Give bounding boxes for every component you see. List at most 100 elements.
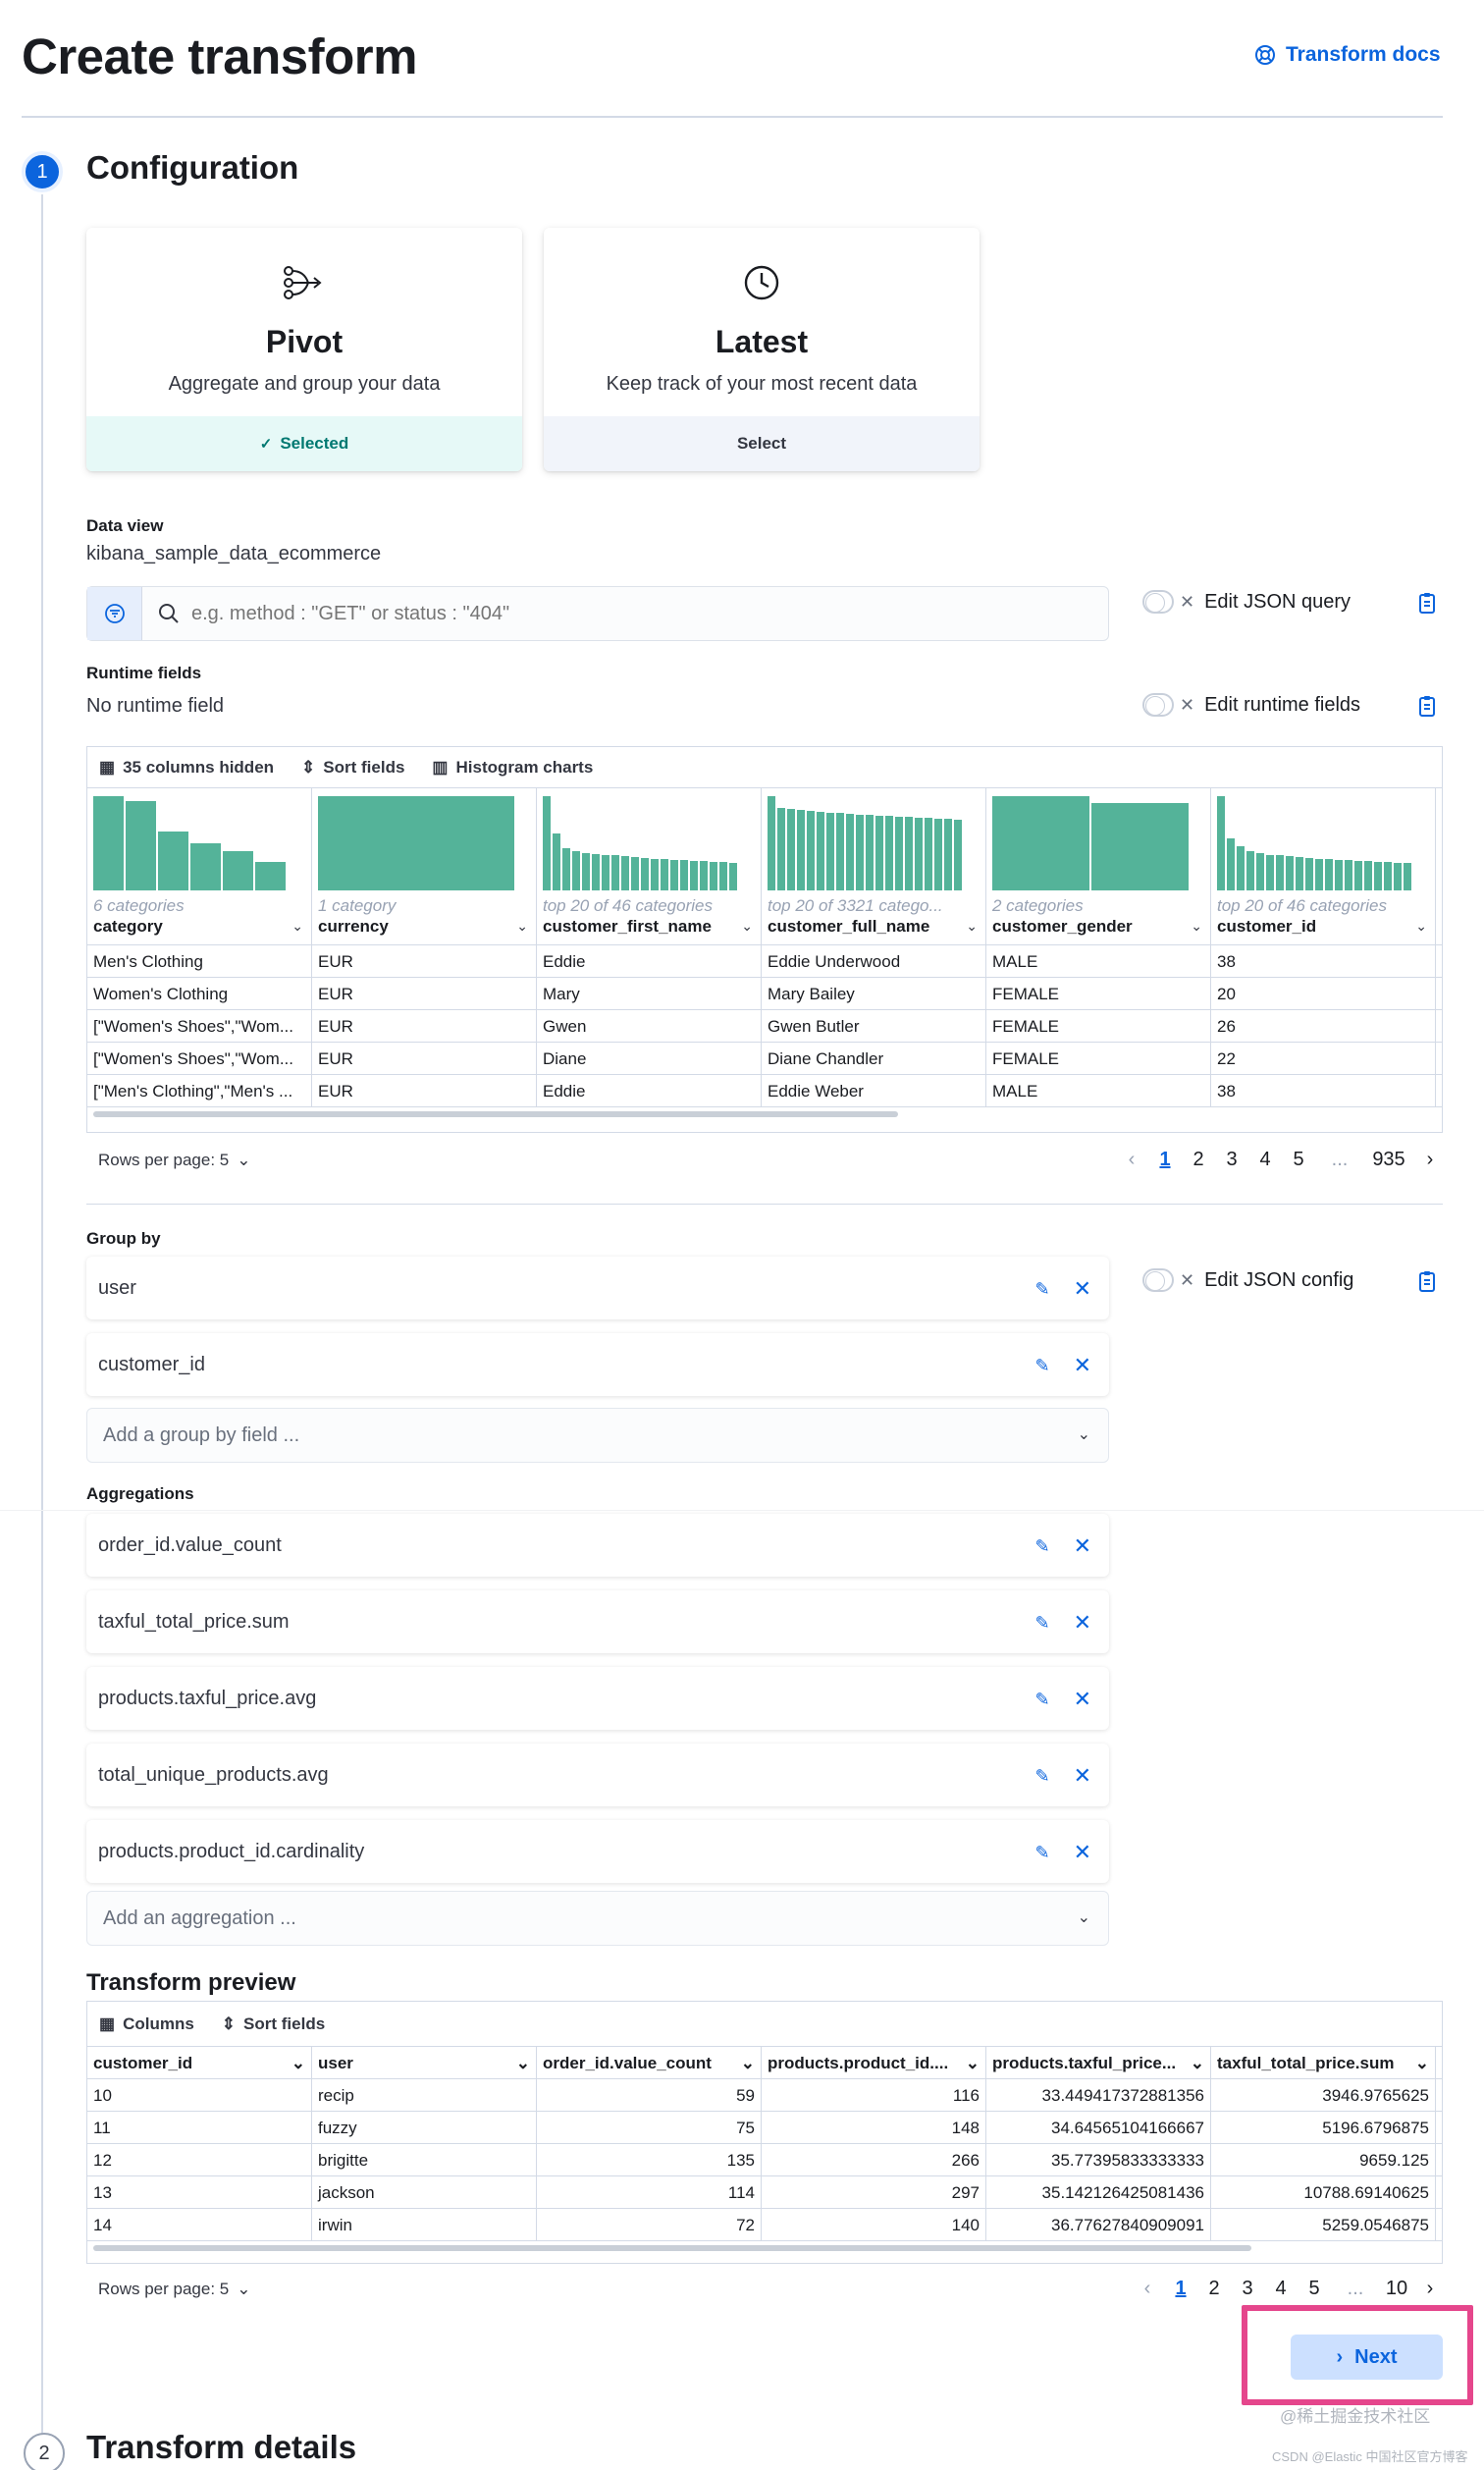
page-number[interactable]: 5 — [1293, 1149, 1304, 1170]
chevron-down-icon[interactable]: ⌄ — [516, 918, 528, 934]
chevron-down-icon[interactable]: ⌄ — [741, 918, 753, 934]
preview-rows-per-page-select[interactable]: Rows per page: 5 ⌄ — [98, 2280, 251, 2299]
preview-column-header[interactable]: products.taxful_price... ⌄ — [986, 2047, 1211, 2078]
chevron-down-icon[interactable]: ⌄ — [515, 2054, 530, 2072]
table-cell: 10788.69140625 — [1211, 2176, 1436, 2208]
page-number[interactable]: 935 — [1372, 1149, 1405, 1170]
prev-page-icon[interactable]: ‹ — [1143, 2278, 1151, 2299]
page-number[interactable]: 3 — [1226, 1149, 1238, 1170]
toggle-switch[interactable] — [1142, 1268, 1174, 1292]
chevron-down-icon[interactable]: ⌄ — [740, 2054, 755, 2072]
filter-menu-button[interactable] — [87, 587, 142, 640]
histogram-bar — [846, 814, 854, 890]
column-header-label: customer_id — [93, 2054, 193, 2072]
table-cell: 148 — [762, 2112, 986, 2143]
histogram-bar — [602, 855, 610, 890]
page-title: Create transform — [22, 28, 417, 84]
preview-column-header[interactable]: order_id.value_count ⌄ — [537, 2047, 762, 2078]
transform-docs-link[interactable]: Transform docs — [1254, 43, 1441, 67]
chevron-down-icon[interactable]: ⌄ — [1414, 2054, 1429, 2072]
pivot-selected-button[interactable]: ✓ Selected — [86, 416, 522, 471]
rows-per-page-label: Rows per page: 5 — [98, 1151, 230, 1169]
edit-json-config-switch[interactable]: ✕ Edit JSON config — [1142, 1268, 1353, 1292]
help-lifebuoy-icon — [1255, 45, 1275, 65]
edit-pencil-icon[interactable]: ✎ — [1034, 1842, 1050, 1862]
page-number[interactable]: 3 — [1242, 2278, 1253, 2299]
edit-pencil-icon[interactable]: ✎ — [1034, 1278, 1050, 1299]
page-number[interactable]: 4 — [1259, 1149, 1271, 1170]
copy-clipboard-icon[interactable] — [1417, 694, 1439, 718]
page-number[interactable]: 2 — [1208, 2278, 1220, 2299]
edit-pencil-icon[interactable]: ✎ — [1034, 1535, 1050, 1556]
add-group-by-combobox[interactable]: Add a group by field ... ⌄ — [86, 1408, 1109, 1463]
histogram-bar — [719, 862, 727, 890]
copy-clipboard-icon[interactable] — [1417, 1269, 1439, 1293]
remove-cross-icon[interactable]: ✕ — [1073, 1353, 1091, 1377]
horizontal-scrollbar[interactable] — [93, 2245, 1251, 2251]
page-number[interactable]: 1 — [1159, 1149, 1171, 1170]
add-aggregation-combobox[interactable]: Add an aggregation ... ⌄ — [86, 1891, 1109, 1946]
column-header-label[interactable]: currency — [318, 917, 389, 936]
remove-cross-icon[interactable]: ✕ — [1073, 1840, 1091, 1864]
next-button[interactable]: › Next — [1291, 2335, 1443, 2380]
preview-column-header[interactable]: customer_id ⌄ — [87, 2047, 312, 2078]
remove-cross-icon[interactable]: ✕ — [1073, 1276, 1091, 1301]
chevron-down-icon[interactable]: ⌄ — [291, 2054, 305, 2072]
horizontal-scrollbar[interactable] — [93, 1111, 898, 1117]
docs-link-label[interactable]: Transform docs — [1286, 43, 1441, 66]
query-input[interactable] — [191, 602, 1075, 625]
chevron-down-icon[interactable]: ⌄ — [1415, 918, 1427, 934]
table-cell: 20 — [1211, 978, 1436, 1009]
remove-cross-icon[interactable]: ✕ — [1073, 1687, 1091, 1711]
edit-json-query-switch[interactable]: ✕ Edit JSON query — [1142, 590, 1351, 614]
edit-pencil-icon[interactable]: ✎ — [1034, 1765, 1050, 1786]
next-page-icon[interactable]: › — [1426, 1149, 1434, 1170]
page-number[interactable]: 4 — [1275, 2278, 1287, 2299]
sort-fields-button[interactable]: ⇕ Sort fields — [301, 758, 404, 778]
table-row: ["Men's Clothing","Men's ... EUR Eddie Eddi… — [87, 1075, 1442, 1107]
latest-card-title: Latest — [715, 324, 809, 359]
next-page-icon[interactable]: › — [1426, 2278, 1434, 2299]
histogram-charts-button[interactable]: ▥ Histogram charts — [432, 758, 593, 778]
edit-pencil-icon[interactable]: ✎ — [1034, 1689, 1050, 1709]
page-number[interactable]: 2 — [1192, 1149, 1204, 1170]
chevron-down-icon[interactable]: ⌄ — [965, 2054, 980, 2072]
latest-select-button[interactable]: Select — [544, 416, 980, 471]
column-header-label[interactable]: customer_id — [1217, 917, 1317, 936]
preview-sort-button[interactable]: ⇕ Sort fields — [222, 2014, 325, 2034]
page-number[interactable]: 10 — [1385, 2278, 1408, 2299]
table-cell: 36.77627840909091 — [986, 2209, 1211, 2240]
columns-hidden-button[interactable]: ▦ 35 columns hidden — [99, 758, 274, 778]
edit-pencil-icon[interactable]: ✎ — [1034, 1612, 1050, 1633]
pivot-card[interactable]: Pivot Aggregate and group your data ✓ Se… — [86, 228, 522, 471]
latest-card[interactable]: Latest Keep track of your most recent da… — [544, 228, 980, 471]
histogram-charts-label: Histogram charts — [455, 757, 594, 777]
page-number[interactable]: 1 — [1175, 2278, 1187, 2299]
preview-column-header[interactable]: user ⌄ — [312, 2047, 537, 2078]
column-header-label[interactable]: customer_full_name — [768, 917, 930, 936]
chevron-down-icon[interactable]: ⌄ — [1190, 2054, 1204, 2072]
prev-page-icon[interactable]: ‹ — [1128, 1149, 1136, 1170]
toggle-switch[interactable] — [1142, 693, 1174, 717]
step-1-badge: 1 — [22, 151, 63, 192]
column-header-label[interactable]: category — [93, 917, 163, 936]
preview-column-header[interactable]: taxful_total_price.sum ⌄ — [1211, 2047, 1436, 2078]
remove-cross-icon[interactable]: ✕ — [1073, 1610, 1091, 1635]
chevron-down-icon[interactable]: ⌄ — [966, 918, 978, 934]
preview-columns-button[interactable]: ▦ Columns — [99, 2014, 194, 2034]
copy-clipboard-icon[interactable] — [1417, 591, 1439, 615]
column-header-label[interactable]: customer_gender — [992, 917, 1133, 936]
chevron-down-icon[interactable]: ⌄ — [292, 918, 303, 934]
table-cell: ["Men's Clothing","Men's ... — [87, 1075, 312, 1106]
rows-per-page-select[interactable]: Rows per page: 5 ⌄ — [98, 1151, 251, 1170]
toggle-switch[interactable] — [1142, 590, 1174, 614]
chevron-down-icon[interactable]: ⌄ — [1191, 918, 1202, 934]
page-number[interactable]: 5 — [1308, 2278, 1320, 2299]
edit-pencil-icon[interactable]: ✎ — [1034, 1355, 1050, 1375]
remove-cross-icon[interactable]: ✕ — [1073, 1533, 1091, 1558]
preview-column-header[interactable]: products.product_id.... ⌄ — [762, 2047, 986, 2078]
remove-cross-icon[interactable]: ✕ — [1073, 1763, 1091, 1788]
column-header-label[interactable]: customer_first_name — [543, 917, 712, 936]
histogram-bar — [866, 815, 874, 890]
edit-runtime-fields-switch[interactable]: ✕ Edit runtime fields — [1142, 693, 1360, 717]
